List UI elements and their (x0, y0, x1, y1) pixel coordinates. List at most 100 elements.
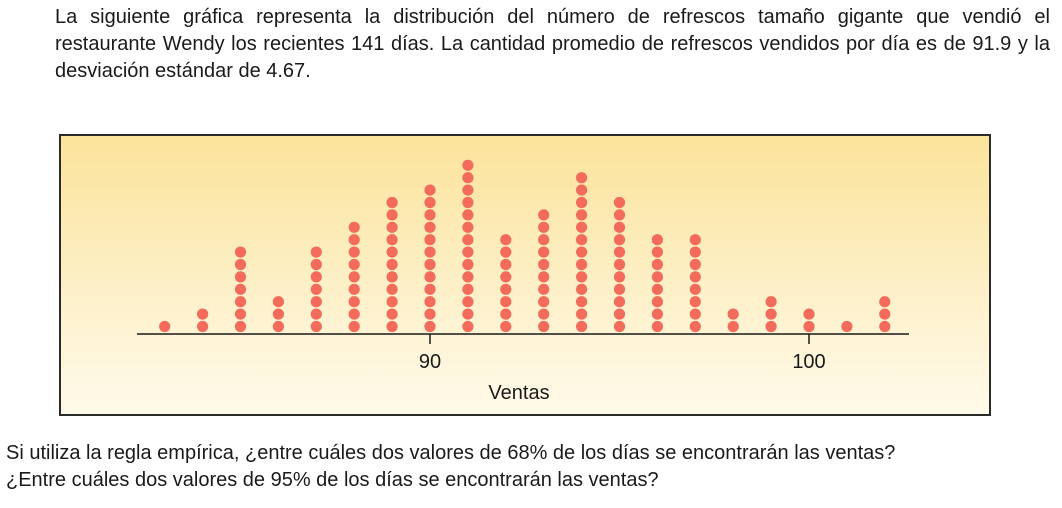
dot-93-1 (538, 320, 550, 333)
dot-93-9 (538, 221, 550, 233)
dot-87-5 (310, 271, 322, 283)
dot-87-1 (310, 320, 322, 333)
dot-89-1 (386, 320, 398, 333)
dot-96-4 (651, 283, 664, 295)
dot-93-4 (538, 283, 550, 295)
dot-102-3 (879, 296, 891, 308)
dot-95-3 (613, 296, 626, 308)
dot-plot-chart: 90 100 Ventas (137, 159, 909, 404)
dot-88-9 (348, 221, 360, 233)
dot-99-3 (765, 296, 777, 308)
dot-102-1 (879, 320, 891, 333)
dot-96-5 (651, 271, 664, 283)
dot-94-9 (576, 221, 588, 233)
dot-85-5 (234, 271, 247, 283)
dot-91-8 (462, 234, 474, 246)
dots-layer (159, 159, 891, 333)
dot-91-9 (462, 221, 474, 233)
dot-96-6 (651, 258, 664, 271)
dot-96-1 (651, 320, 664, 333)
dot-90-9 (424, 221, 436, 233)
dot-88-7 (348, 246, 360, 258)
dot-92-6 (500, 258, 512, 271)
dot-98-1 (727, 320, 739, 333)
x-tick-label-90: 90 (419, 351, 441, 373)
dot-95-6 (613, 258, 626, 271)
dot-88-3 (348, 296, 360, 308)
dot-89-9 (386, 221, 398, 233)
dot-101-1 (841, 320, 853, 333)
question-line-1: Si utiliza la regla empírica, ¿entre cuá… (6, 442, 896, 464)
dot-91-3 (462, 296, 474, 308)
dot-90-11 (424, 196, 436, 209)
dot-91-7 (462, 246, 474, 258)
dot-92-8 (500, 234, 512, 246)
dot-95-2 (613, 308, 626, 320)
dot-97-5 (689, 271, 701, 283)
dot-99-1 (765, 320, 777, 333)
dot-94-5 (576, 271, 588, 283)
x-axis-label: Ventas (488, 382, 549, 404)
dot-94-3 (576, 296, 588, 308)
dot-93-6 (538, 258, 550, 271)
dot-94-13 (576, 172, 588, 184)
dot-89-6 (386, 258, 398, 271)
dot-97-4 (689, 283, 701, 295)
dot-91-6 (462, 258, 474, 271)
dot-86-2 (272, 308, 284, 320)
dot-95-8 (613, 234, 626, 246)
dot-89-3 (386, 296, 398, 308)
dot-94-11 (576, 196, 588, 209)
dot-85-6 (234, 258, 247, 271)
dot-84-2 (197, 308, 209, 320)
dot-89-11 (386, 196, 398, 209)
dot-95-10 (613, 209, 626, 221)
dot-95-7 (613, 246, 626, 258)
dot-85-3 (234, 296, 247, 308)
dot-97-2 (689, 308, 701, 320)
dot-88-1 (348, 320, 360, 333)
dot-97-1 (689, 320, 701, 333)
dot-96-8 (651, 234, 664, 246)
dot-88-5 (348, 271, 360, 283)
dot-97-6 (689, 258, 701, 271)
dot-89-7 (386, 246, 398, 258)
dot-92-4 (500, 283, 512, 295)
dot-84-1 (197, 320, 209, 333)
dot-88-2 (348, 308, 360, 320)
dot-87-3 (310, 296, 322, 308)
dot-91-14 (462, 159, 474, 171)
dot-94-2 (576, 308, 588, 320)
dot-85-2 (234, 308, 247, 320)
dot-95-5 (613, 271, 626, 283)
dot-90-3 (424, 296, 436, 308)
question-text: Si utiliza la regla empírica, ¿entre cuá… (6, 440, 1056, 494)
dot-90-2 (424, 308, 436, 320)
dot-99-2 (765, 308, 777, 320)
question-line-2: ¿Entre cuáles dos valores de 95% de los … (6, 469, 659, 491)
dot-94-6 (576, 258, 588, 271)
dot-91-1 (462, 320, 474, 333)
dot-100-1 (803, 320, 815, 333)
dot-89-2 (386, 308, 398, 320)
dot-96-3 (651, 296, 664, 308)
dot-92-2 (500, 308, 512, 320)
dot-89-10 (386, 209, 398, 221)
dot-86-1 (272, 320, 284, 333)
dot-91-12 (462, 184, 474, 196)
dot-83-1 (159, 320, 171, 333)
dot-85-1 (234, 320, 247, 333)
dot-89-4 (386, 283, 398, 295)
dot-90-4 (424, 283, 436, 295)
dot-92-3 (500, 296, 512, 308)
dot-91-5 (462, 271, 474, 283)
dot-102-2 (879, 308, 891, 320)
dot-98-2 (727, 308, 739, 320)
dot-94-8 (576, 234, 588, 246)
dot-100-2 (803, 308, 815, 320)
dot-94-4 (576, 283, 588, 295)
dot-91-13 (462, 172, 474, 184)
dot-93-5 (538, 271, 550, 283)
dot-90-1 (424, 320, 436, 333)
dot-85-4 (234, 283, 247, 295)
